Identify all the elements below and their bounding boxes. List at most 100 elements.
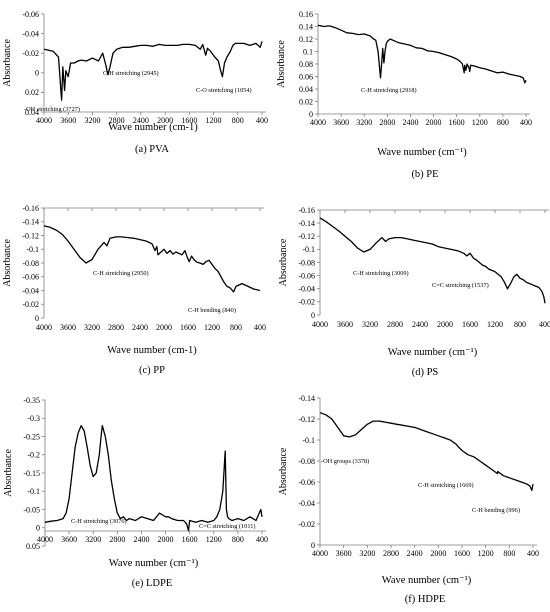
peak-annotation: C-H stretching (3076) bbox=[71, 518, 127, 525]
y-tick-label: -0.12 bbox=[298, 232, 315, 241]
y-tick-label: 0 bbox=[35, 314, 39, 323]
spectrum-line-1 bbox=[319, 412, 534, 492]
x-tick-label: 400 bbox=[527, 549, 539, 558]
peak-annotation: -OH stretching (3727) bbox=[24, 106, 80, 113]
x-axis-label: Wave number (cm⁻¹) bbox=[382, 575, 472, 586]
y-tick-label: 0.02 bbox=[25, 88, 39, 97]
x-tick-label: 1600 bbox=[449, 118, 465, 127]
x-tick-label: 3200 bbox=[85, 535, 101, 544]
panel-caption: (d) PS bbox=[412, 367, 439, 378]
x-tick-label: 4000 bbox=[37, 535, 53, 544]
y-tick-label: -0.02 bbox=[22, 300, 39, 309]
y-tick-label: 0.08 bbox=[299, 60, 313, 69]
y-tick-label: 0.04 bbox=[25, 108, 39, 117]
y-tick-label: -0.04 bbox=[298, 499, 315, 508]
x-tick-label: 4000 bbox=[36, 323, 52, 332]
x-tick-label: 2800 bbox=[108, 323, 124, 332]
y-axis-label: Absorbance bbox=[3, 449, 14, 497]
x-tick-label: 2000 bbox=[430, 549, 446, 558]
y-tick-label: -0.06 bbox=[22, 273, 39, 282]
x-tick-label: 800 bbox=[503, 549, 515, 558]
chart-panel-5: -0.35-0.3-0.25-0.2-0.15-0.1-0.0500.05400… bbox=[3, 396, 268, 589]
x-tick-label: 400 bbox=[254, 323, 266, 332]
y-tick-label: -0.16 bbox=[22, 204, 39, 213]
y-tick-label: -0.16 bbox=[298, 206, 315, 215]
x-tick-label: 2800 bbox=[387, 320, 403, 329]
x-tick-label: 800 bbox=[514, 320, 526, 329]
x-tick-label: 3200 bbox=[84, 116, 100, 125]
x-tick-label: 1200 bbox=[206, 116, 222, 125]
peak-annotation: C-H bending (996) bbox=[472, 507, 520, 514]
chart-panel-3: -0.16 -0.14 -0.12 -0.1 -0.08 -0.06 -0.04 -0.02 0… bbox=[2, 204, 266, 376]
y-tick-label: 0.14 bbox=[299, 22, 313, 31]
x-tick-label: 2400 bbox=[132, 323, 148, 332]
panel-caption: (b) PE bbox=[411, 169, 438, 180]
peak-annotation: -OH groups (3378) bbox=[321, 458, 369, 465]
chart-panel-4: -0.16 -0.14 -0.12 -0.1 -0.08 -0.06 -0.04 -0.02 0… bbox=[278, 206, 550, 378]
x-tick-label: 3200 bbox=[359, 549, 375, 558]
chart-panel-2: 0 0.02 0.04 0.06 0.08 0.1 0.12 0.14 0.16 4000 3600… bbox=[276, 10, 532, 180]
y-tick-label: 0.05 bbox=[26, 542, 40, 551]
y-tick-label: -0.35 bbox=[23, 396, 40, 405]
y-tick-label: -0.04 bbox=[298, 285, 315, 294]
y-axis-label: Absorbance bbox=[2, 239, 13, 287]
x-tick-label: 3200 bbox=[84, 323, 100, 332]
y-tick-label: 0 bbox=[36, 524, 40, 533]
y-axis-label: Absorbance bbox=[2, 39, 13, 87]
y-tick-label: -0.1 bbox=[302, 245, 315, 254]
x-tick-label: 800 bbox=[230, 323, 242, 332]
y-tick-label: -0.14 bbox=[298, 394, 315, 403]
y-tick-label: -0.14 bbox=[22, 218, 39, 227]
x-tick-label: 2400 bbox=[402, 118, 418, 127]
x-tick-label: 1600 bbox=[181, 116, 197, 125]
y-tick-label: -0.06 bbox=[298, 478, 315, 487]
y-tick-label: 0.16 bbox=[299, 10, 313, 19]
spectrum-line-1 bbox=[317, 24, 527, 84]
x-axis-label: Wave number (cm⁻¹) bbox=[109, 558, 199, 569]
panel-caption: (a) PVA bbox=[135, 144, 169, 155]
x-tick-label: 2400 bbox=[133, 116, 149, 125]
x-axis-label: Wave number (cm-1) bbox=[108, 122, 198, 133]
y-tick-label: 0 bbox=[311, 311, 315, 320]
x-tick-label: 400 bbox=[256, 535, 268, 544]
y-tick-label: -0.1 bbox=[302, 436, 315, 445]
y-tick-label: -0.05 bbox=[23, 505, 40, 514]
y-tick-label: -0.02 bbox=[298, 298, 315, 307]
x-tick-label: 1600 bbox=[462, 320, 478, 329]
y-tick-label: -0.08 bbox=[298, 457, 315, 466]
y-tick-label: 0 bbox=[35, 69, 39, 78]
y-tick-label: 0.1 bbox=[303, 47, 313, 56]
x-tick-label: 3600 bbox=[61, 535, 77, 544]
y-tick-label: -0.06 bbox=[22, 10, 39, 19]
peak-annotation: C-H stretching (2918) bbox=[361, 87, 417, 94]
spectrum-line-1 bbox=[319, 217, 546, 304]
peak-annotation: C-H stretching (3009) bbox=[353, 270, 409, 277]
y-tick-label: -0.25 bbox=[23, 432, 40, 441]
y-tick-label: 0.06 bbox=[299, 72, 313, 81]
x-tick-label: 1200 bbox=[487, 320, 503, 329]
peak-annotation: C-H bending (840) bbox=[188, 307, 236, 314]
peak-annotation: C-H stretching (2945) bbox=[103, 70, 159, 77]
x-tick-label: 2400 bbox=[133, 535, 149, 544]
y-tick-label: 0 bbox=[309, 110, 313, 119]
x-tick-label: 800 bbox=[497, 118, 509, 127]
x-tick-label: 2800 bbox=[109, 116, 125, 125]
x-tick-label: 2800 bbox=[109, 535, 125, 544]
panel-caption: (f) HDPE bbox=[405, 594, 446, 605]
x-tick-label: 400 bbox=[539, 320, 550, 329]
x-tick-label: 1200 bbox=[206, 535, 222, 544]
y-axis-label: Absorbance bbox=[278, 447, 289, 495]
x-tick-label: 2000 bbox=[437, 320, 453, 329]
y-tick-label: 0 bbox=[311, 541, 315, 550]
x-axis-label: Wave number (cm⁻¹) bbox=[377, 147, 467, 158]
peak-annotation: C-H stretching (2950) bbox=[93, 270, 149, 277]
x-tick-label: 2000 bbox=[158, 535, 174, 544]
x-tick-label: 1200 bbox=[204, 323, 220, 332]
x-tick-label: 1600 bbox=[454, 549, 470, 558]
spectrum-line-1 bbox=[43, 225, 261, 293]
y-tick-label: -0.12 bbox=[298, 415, 315, 424]
x-tick-label: 3600 bbox=[60, 116, 76, 125]
